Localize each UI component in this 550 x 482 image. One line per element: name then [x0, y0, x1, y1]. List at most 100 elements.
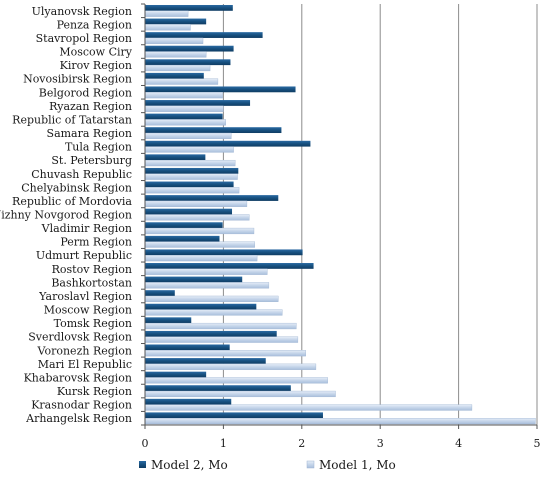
category-label: Kursk Region [57, 385, 132, 398]
bar-model-1 [144, 200, 248, 207]
bar-model-2 [145, 317, 192, 324]
bar-model-1 [144, 214, 250, 221]
bar-model-2 [145, 208, 233, 215]
category-label: Bashkortostan [51, 276, 132, 289]
bar-model-1 [144, 24, 191, 31]
category-label: Republic of Mordovia [12, 195, 132, 208]
axes [141, 3, 538, 429]
bar-model-1 [144, 146, 234, 153]
bar-model-1 [144, 404, 473, 411]
bar-model-2 [145, 249, 303, 256]
bar-model-2 [145, 127, 282, 134]
bar-model-1 [144, 377, 328, 384]
bar-model-2 [145, 167, 239, 174]
bar-model-1 [144, 64, 211, 72]
bar-model-2 [145, 303, 257, 310]
category-label: Arhangelsk Region [25, 412, 132, 425]
category-label: St. Petersburg [51, 154, 132, 167]
bar-model-1 [144, 187, 240, 194]
bar-model-1 [144, 37, 204, 44]
bar-model-2 [145, 154, 206, 161]
bar-model-2 [145, 344, 230, 351]
category-label: Samara Region [47, 127, 132, 140]
x-tick-label: 0 [142, 437, 149, 450]
bar-model-2 [145, 59, 231, 66]
bar-model-2 [145, 45, 234, 52]
bar-model-1 [144, 10, 189, 17]
bar-model-1 [144, 227, 255, 235]
category-label: Rostov Region [52, 263, 132, 276]
legend-swatch-model-2 [139, 461, 146, 468]
legend-swatch-model-1 [306, 460, 315, 469]
x-tick-label: 3 [377, 437, 384, 450]
category-label: Novosibirsk Region [23, 73, 132, 86]
category-label: Moscow Region [44, 304, 132, 317]
legend-label-model-1: Model 1, Mo [319, 458, 396, 472]
category-label: Tula Region [65, 141, 132, 154]
bar-model-1 [144, 390, 336, 398]
category-label: Krasnodar Region [31, 399, 132, 412]
bar-model-2 [145, 4, 233, 11]
bar-model-1 [144, 159, 236, 167]
bar-model-1 [144, 78, 219, 85]
x-tick-label: 4 [455, 437, 462, 450]
category-label: Stavropol Region [36, 32, 132, 45]
bar-model-2 [145, 276, 243, 283]
bar-model-1 [144, 268, 268, 275]
bar-model-1 [144, 92, 223, 99]
bar-model-1 [144, 350, 306, 357]
category-label: Voronezh Region [37, 344, 132, 357]
bar-model-2 [145, 140, 311, 147]
category-label: Chelyabinsk Region [21, 181, 132, 194]
bar-model-2 [145, 222, 223, 229]
category-label: Nizhny Novgorod Region [0, 209, 132, 222]
bar-model-2 [145, 86, 296, 93]
bar-model-1 [144, 51, 207, 58]
bar-model-2 [145, 18, 207, 25]
category-label: Khabarovsk Region [24, 371, 132, 384]
bar-model-2 [145, 385, 291, 392]
bar-model-1 [144, 119, 226, 126]
bar-model-2 [145, 195, 279, 201]
bar-model-1 [144, 309, 283, 316]
category-label: Ryazan Region [49, 100, 132, 113]
bars [144, 4, 536, 425]
bar-model-1 [144, 322, 297, 330]
bar-model-1 [144, 336, 299, 343]
bar-model-2 [145, 113, 223, 120]
legend-label-model-2: Model 2, Mo [151, 458, 228, 472]
bar-model-2 [145, 412, 323, 419]
bar-model-2 [145, 100, 251, 106]
category-label: Mari El Republic [38, 358, 132, 371]
category-label: Tomsk Region [54, 317, 132, 330]
bar-model-2 [145, 235, 220, 242]
category-label: Belgorod Region [39, 86, 132, 99]
category-label: Vladimir Region [41, 222, 132, 235]
bar-model-2 [145, 371, 207, 378]
bar-model-2 [145, 358, 266, 364]
category-label: Sverdlovsk Region [28, 331, 132, 344]
category-label: Yaroslavl Region [38, 290, 132, 303]
bar-model-2 [145, 290, 175, 296]
x-tick-label: 5 [534, 437, 541, 450]
bar-model-2 [145, 32, 263, 38]
bar-model-1 [144, 363, 317, 370]
bar-model-2 [145, 72, 204, 79]
category-label: Perm Region [60, 236, 132, 249]
bar-model-1 [144, 241, 255, 248]
gridlines [222, 4, 538, 425]
bar-model-1 [144, 173, 238, 180]
bar-model-2 [145, 263, 314, 269]
bar-model-1 [144, 295, 279, 302]
category-label: Kirov Region [60, 59, 132, 72]
bar-model-1 [144, 282, 270, 289]
x-tick-label: 2 [298, 437, 305, 450]
x-tick-labels: 0 1 2 3 4 5 [142, 437, 541, 450]
bar-model-2 [145, 330, 277, 337]
category-label: Moscow Ciry [59, 46, 132, 59]
bar-model-1 [144, 105, 224, 112]
category-label: Chuvash Republic [31, 168, 132, 181]
x-tick-label: 1 [220, 437, 227, 450]
